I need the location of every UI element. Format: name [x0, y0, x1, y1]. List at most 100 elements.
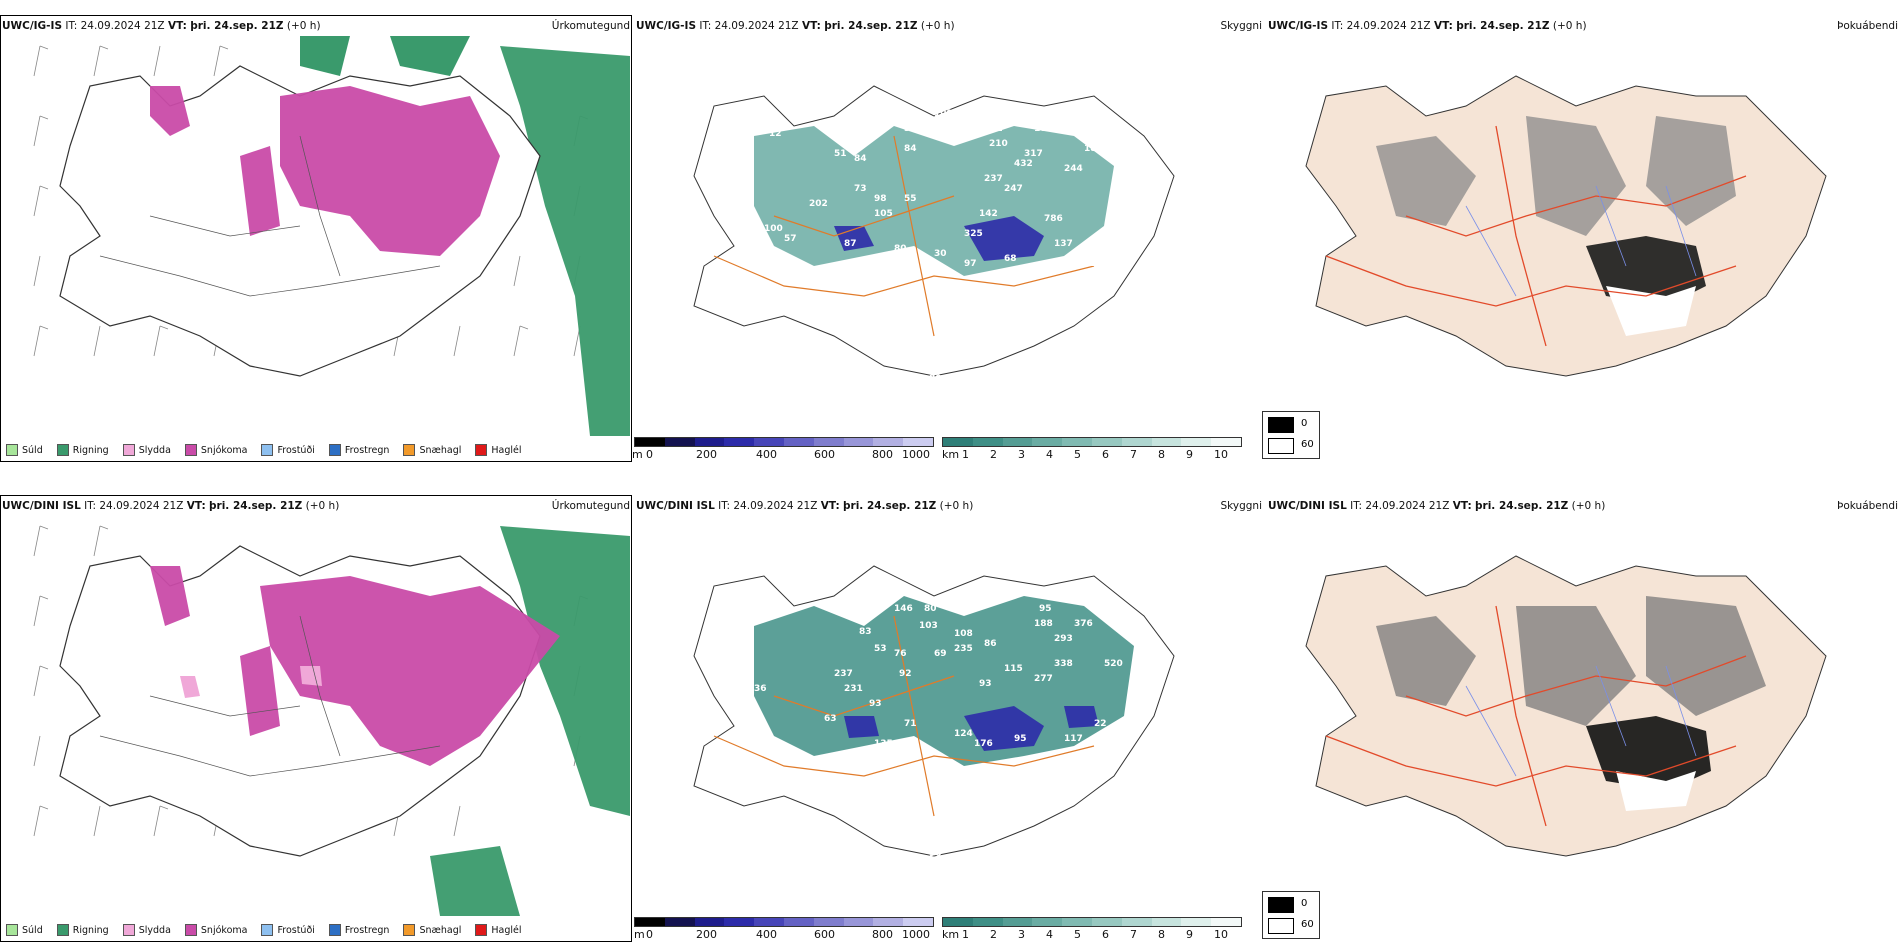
map-label: 97 [964, 259, 977, 269]
it-label: IT: [84, 500, 97, 512]
km-color-step [1211, 918, 1241, 926]
km-color-step [1121, 438, 1152, 446]
map-label: 84 [904, 144, 917, 154]
legend-label: Súld [22, 924, 43, 936]
colorbar-tick: 1 [962, 448, 969, 461]
legend-item-rain: Rigning [56, 444, 109, 456]
colorbar-tick: 600 [814, 448, 835, 461]
vt-value: þri. 24.sep. 21Z [824, 20, 918, 32]
fog-legend-swatch-light [1268, 438, 1294, 454]
rain-area-east [430, 526, 630, 916]
model-name: UWC/DINI ISL [2, 500, 81, 512]
fog-grey-areas [1376, 116, 1736, 236]
km-color-step [972, 438, 1003, 446]
height-color-step [754, 438, 784, 446]
map-label: 247 [1004, 184, 1023, 194]
height-color-step [694, 438, 725, 446]
precip-legend: Súld Rigning Slydda Snjókoma Frostúði Fr… [6, 924, 522, 936]
map-label: 432 [1014, 159, 1033, 169]
panel-title: Skyggni [1220, 20, 1263, 32]
legend-swatch [122, 444, 135, 456]
height-color-step [843, 918, 874, 926]
map-label: 73 [854, 184, 867, 194]
legend-label: Frostúði [277, 444, 315, 456]
roads [1325, 605, 1747, 827]
vt-value: þri. 24.sep. 21Z [209, 500, 303, 512]
colorbar-tick: 200 [696, 928, 717, 941]
legend-swatch [6, 924, 18, 936]
model-name: UWC/IG-IS [2, 20, 63, 32]
fog-map [1305, 75, 1827, 377]
map-label: 202 [809, 199, 828, 209]
map-label: 325 [964, 229, 983, 239]
colorbar-tick: 10 [1214, 448, 1228, 461]
colorbar-tick: 3 [1018, 448, 1025, 461]
map-label: 110 [744, 109, 763, 119]
km-color-step [1181, 918, 1212, 926]
legend-swatch [475, 924, 488, 936]
legend-item-freezing-rain: Frostregn [328, 444, 389, 456]
map-label: 317 [1024, 149, 1043, 159]
legend-label: Frostregn [344, 924, 390, 936]
precip-frame [0, 495, 632, 942]
map-label: 235 [954, 644, 973, 654]
map-label: 115 [1004, 664, 1023, 674]
km-colorbar-ramp [942, 437, 1242, 447]
map-label: 55 [904, 194, 917, 204]
map-label: 12 [769, 129, 782, 139]
it-value: 24.09.2024 21Z [714, 20, 799, 32]
map-label: 103 [919, 621, 938, 631]
map-label: 142 [984, 124, 1003, 134]
map-label: 209 [1124, 179, 1143, 189]
map-label: 71 [904, 719, 917, 729]
map-label: 30 [934, 249, 947, 259]
it-label: IT: [65, 20, 78, 32]
map-label: 176 [974, 739, 993, 749]
legend-label: Frostúði [277, 924, 315, 936]
roads [99, 135, 441, 297]
colorbar-tick: 4 [1046, 928, 1053, 941]
legend-label: Snjókoma [200, 924, 248, 936]
legend-swatch [184, 444, 197, 456]
map-label: 210 [989, 139, 1008, 149]
vt-label: VT: [186, 500, 206, 512]
km-color-step [1211, 438, 1241, 446]
rain-area-north [300, 36, 470, 76]
colorbar-tick: 5 [1074, 928, 1081, 941]
map-label: 92 [899, 669, 912, 679]
km-colorbar-ticks: km 1 2 3 4 5 6 7 8 9 10 [942, 927, 1242, 941]
model-name: UWC/IG-IS [1268, 20, 1329, 32]
map-label: 376 [1074, 619, 1093, 629]
map-label: 93 [979, 679, 992, 689]
it-value: 24.09.2024 21Z [733, 500, 818, 512]
map-label: 100 [764, 224, 783, 234]
map-label: 93 [954, 114, 967, 124]
fog-panel: UWC/IG-IS IT: 24.09.2024 21Z VT: þri. 24… [1262, 0, 1900, 470]
panel-title: Úrkomutegund [551, 500, 630, 512]
vt-label: VT: [1452, 500, 1472, 512]
map-label: 51 [834, 149, 847, 159]
map-label: 80 [924, 604, 937, 614]
colorbar-tick: 2 [990, 448, 997, 461]
map-label: 95 [1039, 604, 1052, 614]
height-color-step [903, 918, 933, 926]
height-color-step [635, 438, 665, 446]
height-color-step [813, 918, 844, 926]
map-label: 69 [934, 649, 947, 659]
roads [713, 135, 1095, 337]
roads [713, 615, 1095, 817]
map-label: 79 [909, 374, 922, 384]
km-color-step [1032, 918, 1063, 926]
legend-item-sleet: Slydda [122, 444, 171, 456]
legend-swatch [261, 444, 274, 456]
colorbar-tick: 10 [1214, 928, 1228, 941]
map-label: 137 [1054, 239, 1073, 249]
map-label: 36 [754, 684, 767, 694]
legend-label: Snæhagl [419, 924, 462, 936]
fog-legend-swatch-dark [1268, 897, 1294, 913]
colorbar-tick: 8 [1158, 448, 1165, 461]
fog-legend-swatch-dark [1268, 417, 1294, 433]
map-label: 98 [874, 194, 887, 204]
map-label: 244 [1064, 164, 1083, 174]
km-color-step [1002, 438, 1033, 446]
